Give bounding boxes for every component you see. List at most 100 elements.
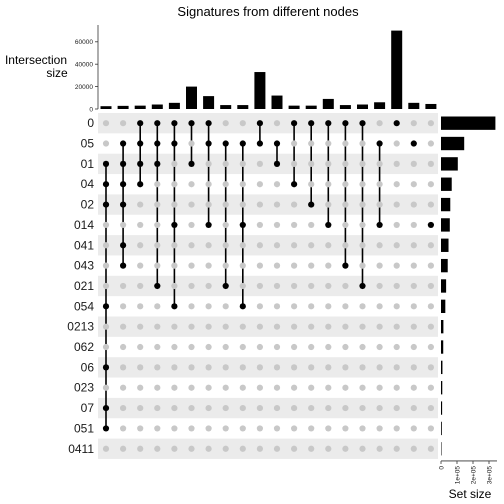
matrix-dot-inactive — [154, 242, 161, 249]
matrix-dot-active — [222, 140, 229, 147]
matrix-dot-inactive — [308, 282, 315, 290]
matrix-dot-inactive — [273, 445, 281, 452]
matrix-dot-inactive — [137, 242, 144, 249]
matrix-dot-inactive — [342, 181, 349, 188]
matrix-dot-inactive — [205, 445, 212, 452]
matrix-dot-inactive — [171, 323, 178, 330]
matrix-dot-inactive — [154, 181, 161, 188]
matrix-dot-inactive — [410, 181, 417, 188]
matrix-dot-inactive — [222, 262, 229, 269]
matrix-dot-inactive — [359, 384, 366, 391]
matrix-dot-inactive — [188, 262, 195, 269]
matrix-dot-active — [171, 303, 178, 310]
matrix-dot-inactive — [410, 282, 417, 290]
matrix-dot-inactive — [256, 160, 263, 167]
matrix-dot-inactive — [325, 425, 332, 432]
matrix-dot-active — [102, 425, 110, 432]
matrix-dot-inactive — [154, 343, 161, 351]
matrix-dot-active — [239, 221, 246, 229]
matrix-dot-inactive — [308, 221, 315, 229]
matrix-dot-inactive — [342, 445, 349, 452]
matrix-dot-active — [205, 140, 212, 147]
matrix-dot-inactive — [137, 262, 144, 269]
matrix-dot-inactive — [393, 282, 400, 290]
matrix-dot-active — [205, 221, 212, 229]
matrix-dot-inactive — [291, 221, 298, 229]
matrix-dot-inactive — [239, 404, 246, 412]
matrix-dot-inactive — [239, 282, 246, 290]
set-size-tick-label: 0 — [438, 466, 445, 470]
matrix-dot-inactive — [325, 404, 332, 412]
matrix-dot-inactive — [325, 140, 332, 147]
matrix-dot-inactive — [410, 425, 417, 432]
matrix-dot-inactive — [342, 323, 349, 330]
matrix-dot-inactive — [427, 445, 434, 452]
intersection-bar — [100, 106, 112, 109]
set-size-bar — [441, 197, 451, 212]
intersection-bar — [168, 102, 180, 109]
matrix-dot-active — [342, 262, 349, 269]
matrix-row-stripe — [98, 397, 438, 419]
matrix-dot-inactive — [376, 201, 383, 208]
matrix-dot-active — [102, 404, 110, 412]
matrix-dot-inactive — [154, 384, 161, 391]
matrix-dot-inactive — [273, 120, 281, 127]
matrix-dot-inactive — [393, 425, 400, 432]
matrix-dot-inactive — [222, 364, 229, 371]
matrix-dot-inactive — [273, 282, 281, 290]
matrix-dot-inactive — [359, 262, 366, 269]
matrix-dot-inactive — [137, 323, 144, 330]
matrix-dot-inactive — [393, 140, 400, 147]
matrix-dot-inactive — [359, 404, 366, 412]
matrix-dot-inactive — [291, 343, 298, 351]
matrix-dot-inactive — [427, 343, 434, 351]
matrix-dot-inactive — [205, 160, 212, 167]
matrix-dot-active — [376, 221, 383, 229]
matrix-dot-inactive — [325, 384, 332, 391]
matrix-dot-inactive — [427, 323, 434, 330]
matrix-dot-inactive — [273, 384, 281, 391]
set-label: 0213 — [67, 320, 94, 334]
matrix-dot-inactive — [222, 425, 229, 432]
matrix-dot-inactive — [427, 262, 434, 269]
matrix-dot-inactive — [273, 201, 281, 208]
matrix-dot-inactive — [427, 425, 434, 432]
matrix-dot-active — [308, 201, 315, 208]
matrix-dot-active — [308, 120, 315, 127]
matrix-dot-inactive — [376, 404, 383, 412]
set-size-bar — [441, 421, 442, 436]
matrix-dot-inactive — [291, 242, 298, 249]
set-size-bar — [441, 360, 443, 375]
matrix-dot-inactive — [239, 384, 246, 391]
matrix-row-stripe — [98, 113, 438, 134]
set-label: 04 — [81, 177, 95, 191]
intersection-tick-label: 40000 — [75, 62, 93, 69]
matrix-dot-inactive — [171, 201, 178, 208]
matrix-dot-active — [188, 160, 195, 167]
matrix-dot-inactive — [256, 425, 263, 432]
matrix-dot-active — [273, 160, 281, 167]
matrix-dot-inactive — [410, 303, 417, 310]
matrix-dot-inactive — [393, 384, 400, 391]
matrix-dot-active — [171, 221, 178, 229]
matrix-dot-inactive — [427, 242, 434, 249]
set-label: 07 — [81, 401, 95, 415]
matrix-dot-inactive — [171, 404, 178, 412]
intersection-bar — [186, 86, 197, 109]
matrix-dot-inactive — [120, 303, 127, 310]
matrix-dot-inactive — [188, 242, 195, 249]
matrix-dot-inactive — [154, 221, 161, 229]
matrix-dot-inactive — [239, 201, 246, 208]
matrix-dot-active — [427, 221, 434, 229]
matrix-dot-inactive — [393, 404, 400, 412]
matrix-dot-inactive — [410, 160, 417, 167]
matrix-dot-inactive — [376, 323, 383, 330]
intersection-bar — [254, 72, 266, 109]
matrix-dot-inactive — [427, 303, 434, 310]
matrix-row-stripe — [98, 438, 438, 459]
matrix-dot-inactive — [342, 343, 349, 351]
set-label: 041 — [74, 238, 94, 252]
intersection-bar — [134, 105, 146, 109]
